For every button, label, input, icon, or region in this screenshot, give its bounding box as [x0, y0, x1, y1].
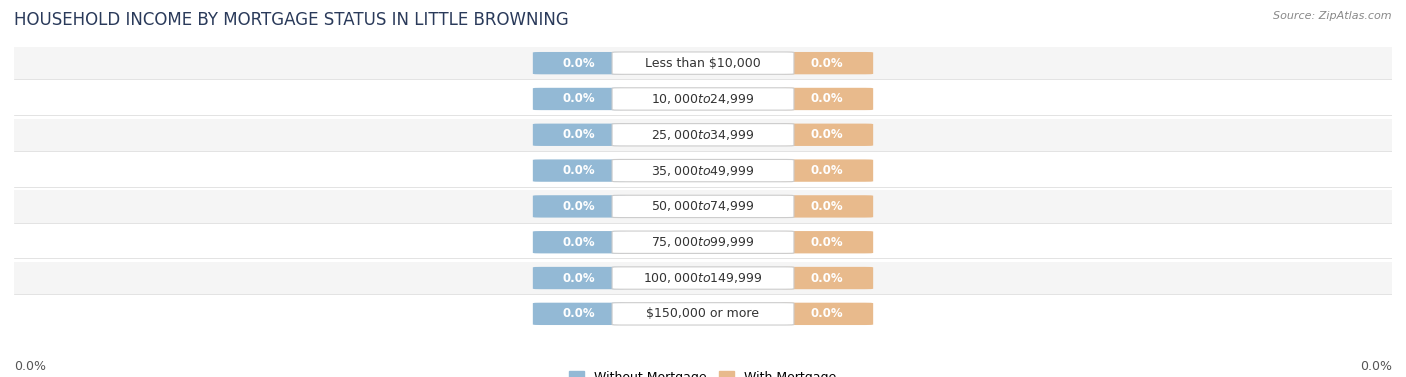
Text: 0.0%: 0.0% [562, 128, 595, 141]
Text: 0.0%: 0.0% [811, 92, 844, 106]
Bar [14, 155, 1392, 187]
Text: 0.0%: 0.0% [811, 271, 844, 285]
Bar [14, 190, 1392, 222]
Bar [14, 226, 1392, 258]
Text: Source: ZipAtlas.com: Source: ZipAtlas.com [1274, 11, 1392, 21]
Text: 0.0%: 0.0% [562, 200, 595, 213]
FancyBboxPatch shape [533, 159, 626, 182]
Bar [14, 298, 1392, 330]
Text: Less than $10,000: Less than $10,000 [645, 57, 761, 70]
FancyBboxPatch shape [612, 231, 794, 253]
FancyBboxPatch shape [780, 159, 873, 182]
FancyBboxPatch shape [612, 267, 794, 289]
FancyBboxPatch shape [612, 303, 794, 325]
Text: 0.0%: 0.0% [562, 271, 595, 285]
Text: $75,000 to $99,999: $75,000 to $99,999 [651, 235, 755, 249]
Bar [14, 262, 1392, 294]
Text: 0.0%: 0.0% [1360, 360, 1392, 373]
Text: 0.0%: 0.0% [811, 128, 844, 141]
Bar [14, 119, 1392, 151]
FancyBboxPatch shape [780, 303, 873, 325]
Bar [14, 83, 1392, 115]
Text: 0.0%: 0.0% [562, 92, 595, 106]
Text: 0.0%: 0.0% [811, 57, 844, 70]
Text: 0.0%: 0.0% [811, 236, 844, 249]
Text: 0.0%: 0.0% [562, 164, 595, 177]
Text: 0.0%: 0.0% [811, 307, 844, 320]
FancyBboxPatch shape [533, 195, 626, 218]
FancyBboxPatch shape [780, 52, 873, 74]
Text: 0.0%: 0.0% [562, 57, 595, 70]
Text: $150,000 or more: $150,000 or more [647, 307, 759, 320]
FancyBboxPatch shape [612, 88, 794, 110]
Text: $10,000 to $24,999: $10,000 to $24,999 [651, 92, 755, 106]
Legend: Without Mortgage, With Mortgage: Without Mortgage, With Mortgage [564, 366, 842, 377]
Text: 0.0%: 0.0% [562, 236, 595, 249]
Text: $100,000 to $149,999: $100,000 to $149,999 [644, 271, 762, 285]
FancyBboxPatch shape [533, 231, 626, 253]
FancyBboxPatch shape [612, 52, 794, 74]
FancyBboxPatch shape [533, 124, 626, 146]
FancyBboxPatch shape [780, 231, 873, 253]
FancyBboxPatch shape [612, 159, 794, 182]
FancyBboxPatch shape [533, 52, 626, 74]
Text: HOUSEHOLD INCOME BY MORTGAGE STATUS IN LITTLE BROWNING: HOUSEHOLD INCOME BY MORTGAGE STATUS IN L… [14, 11, 569, 29]
FancyBboxPatch shape [780, 124, 873, 146]
Text: 0.0%: 0.0% [811, 164, 844, 177]
Text: 0.0%: 0.0% [562, 307, 595, 320]
Text: $50,000 to $74,999: $50,000 to $74,999 [651, 199, 755, 213]
Bar [14, 47, 1392, 79]
Text: $35,000 to $49,999: $35,000 to $49,999 [651, 164, 755, 178]
Text: 0.0%: 0.0% [811, 200, 844, 213]
FancyBboxPatch shape [780, 195, 873, 218]
Text: 0.0%: 0.0% [14, 360, 46, 373]
FancyBboxPatch shape [612, 195, 794, 218]
Text: $25,000 to $34,999: $25,000 to $34,999 [651, 128, 755, 142]
FancyBboxPatch shape [533, 267, 626, 289]
FancyBboxPatch shape [780, 267, 873, 289]
FancyBboxPatch shape [533, 303, 626, 325]
FancyBboxPatch shape [780, 88, 873, 110]
FancyBboxPatch shape [612, 124, 794, 146]
FancyBboxPatch shape [533, 88, 626, 110]
